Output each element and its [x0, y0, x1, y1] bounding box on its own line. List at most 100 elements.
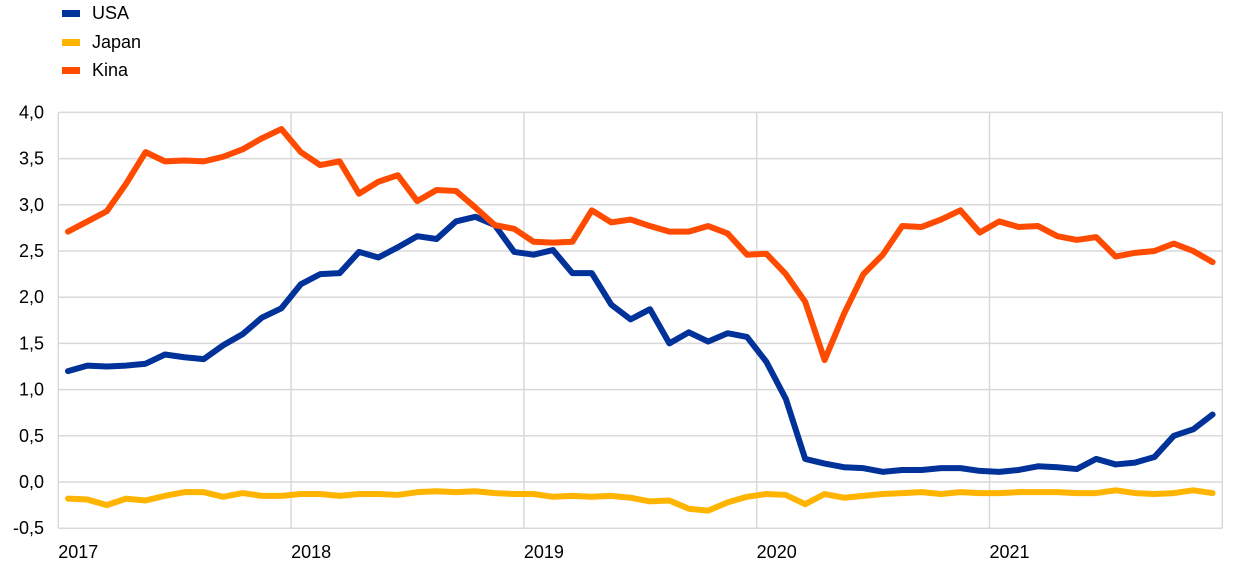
- data-point: [959, 491, 961, 493]
- data-point: [785, 273, 787, 275]
- data-point: [824, 493, 826, 495]
- data-point: [300, 283, 302, 285]
- data-point: [474, 207, 476, 209]
- data-point: [785, 398, 787, 400]
- data-point: [824, 359, 826, 361]
- data-point: [183, 491, 185, 493]
- data-point: [668, 499, 670, 501]
- series-line: [65, 213, 1216, 475]
- data-point: [280, 307, 282, 309]
- legend-item: Japan: [62, 32, 141, 52]
- data-point: [688, 508, 690, 510]
- data-point: [610, 221, 612, 223]
- legend-item: Kina: [62, 60, 129, 80]
- data-point: [707, 225, 709, 227]
- data-point: [727, 501, 729, 503]
- y-tick-label: 2,5: [19, 241, 44, 261]
- y-tick-label: 3,0: [19, 195, 44, 215]
- data-point: [319, 493, 321, 495]
- data-point: [261, 317, 263, 319]
- data-point: [688, 331, 690, 333]
- data-point: [649, 308, 651, 310]
- data-point: [164, 495, 166, 497]
- data-point: [203, 160, 205, 162]
- data-point: [397, 246, 399, 248]
- data-point: [164, 353, 166, 355]
- data-point: [242, 492, 244, 494]
- data-point: [901, 469, 903, 471]
- data-point: [765, 253, 767, 255]
- legend-label: Japan: [92, 32, 141, 52]
- data-point: [358, 193, 360, 195]
- data-point: [591, 496, 593, 498]
- data-point: [862, 273, 864, 275]
- data-point: [513, 251, 515, 253]
- data-point: [1173, 435, 1175, 437]
- data-point: [533, 493, 535, 495]
- data-point: [901, 492, 903, 494]
- data-point: [203, 491, 205, 493]
- data-point: [1134, 462, 1136, 464]
- data-point: [765, 361, 767, 363]
- data-point: [843, 466, 845, 468]
- data-point: [727, 332, 729, 334]
- data-point: [1212, 261, 1214, 263]
- data-point: [397, 494, 399, 496]
- data-point: [339, 160, 341, 162]
- data-point: [397, 174, 399, 176]
- data-point: [1192, 250, 1194, 252]
- data-point: [358, 251, 360, 253]
- data-point: [940, 467, 942, 469]
- data-point: [979, 492, 981, 494]
- data-point: [552, 242, 554, 244]
- data-point: [1192, 489, 1194, 491]
- data-point: [1037, 465, 1039, 467]
- data-point: [203, 358, 205, 360]
- legend: USA Japan Kina: [62, 3, 141, 80]
- data-point: [106, 366, 108, 367]
- data-point: [1056, 491, 1058, 493]
- data-point: [1153, 493, 1155, 495]
- data-point: [125, 365, 127, 367]
- data-point: [1134, 252, 1136, 254]
- data-point: [533, 254, 535, 256]
- data-point: [921, 469, 923, 471]
- data-point: [513, 493, 515, 495]
- data-point: [1212, 414, 1214, 416]
- y-tick-label: 3,5: [19, 149, 44, 169]
- data-point: [785, 494, 787, 496]
- data-point: [377, 256, 379, 258]
- data-point: [242, 333, 244, 335]
- data-point: [707, 510, 709, 512]
- x-tick-label: 2017: [58, 542, 98, 562]
- data-point: [86, 220, 88, 222]
- data-point: [339, 272, 341, 274]
- data-point: [552, 496, 554, 498]
- legend-swatch: [62, 39, 80, 46]
- data-point: [164, 160, 166, 162]
- data-point: [1018, 469, 1020, 471]
- data-point: [1018, 226, 1020, 228]
- data-point: [804, 458, 806, 460]
- data-point: [339, 495, 341, 497]
- x-tick-label: 2018: [291, 542, 331, 562]
- data-point: [591, 272, 593, 274]
- series-japan: [65, 487, 1216, 514]
- data-point: [436, 189, 438, 191]
- data-point: [416, 235, 418, 237]
- data-point: [571, 495, 573, 497]
- data-point: [571, 241, 573, 243]
- data-point: [804, 503, 806, 505]
- data-point: [513, 228, 515, 230]
- data-point: [804, 301, 806, 303]
- data-point: [533, 241, 535, 243]
- data-point: [1076, 492, 1078, 494]
- data-point: [86, 365, 88, 367]
- data-point: [746, 336, 748, 338]
- data-point: [1153, 456, 1155, 458]
- legend-label: Kina: [92, 60, 129, 80]
- data-point: [959, 209, 961, 211]
- data-point: [921, 491, 923, 493]
- data-point: [668, 231, 670, 233]
- data-point: [222, 344, 224, 346]
